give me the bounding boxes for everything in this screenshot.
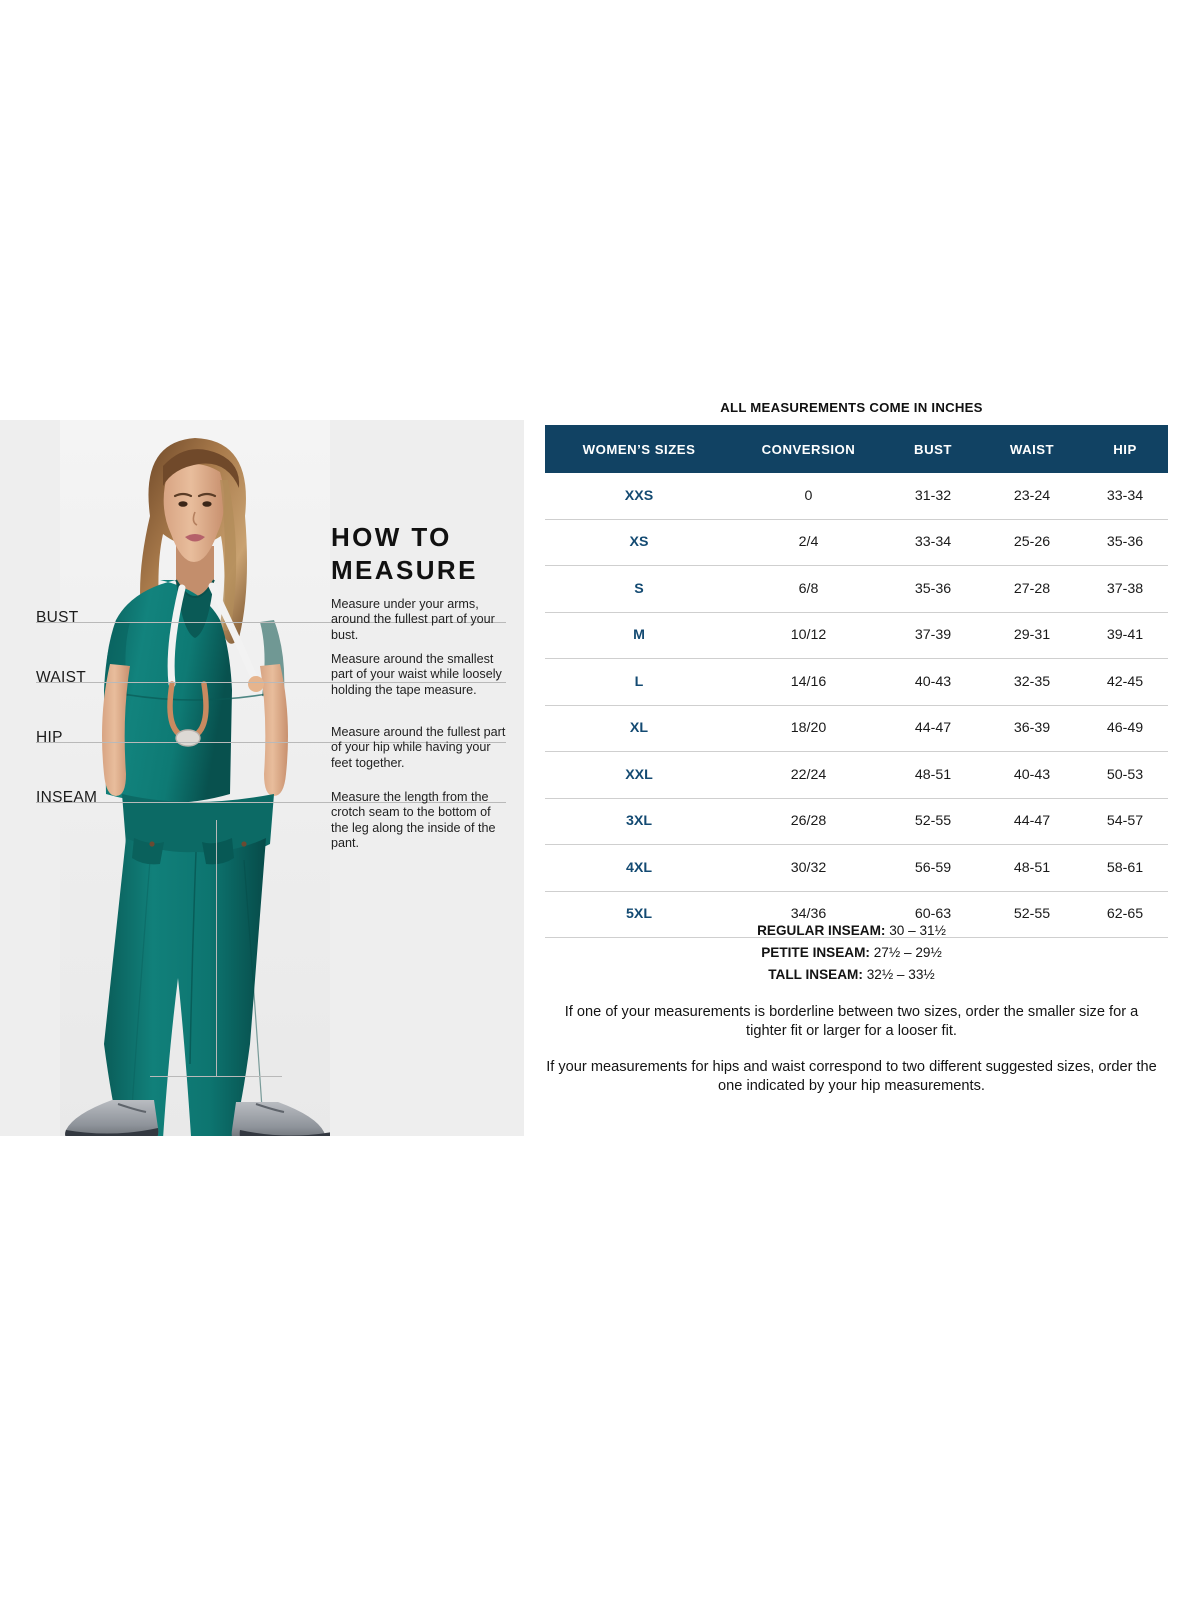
- table-row: S 6/8 35-36 27-28 37-38: [545, 565, 1168, 613]
- column-header-bust: BUST: [884, 425, 982, 473]
- inseam-petite-label: PETITE INSEAM:: [761, 945, 870, 961]
- cell-conversion: 30/32: [733, 844, 884, 892]
- inseam-regular: REGULAR INSEAM: 30 – 31½: [545, 920, 1158, 942]
- cell-size: L: [545, 658, 733, 706]
- cell-waist: 23-24: [982, 473, 1082, 520]
- table-header-row: WOMEN’S SIZES CONVERSION BUST WAIST HIP: [545, 425, 1168, 473]
- cell-conversion: 10/12: [733, 612, 884, 659]
- cell-size: XXL: [545, 751, 733, 799]
- cell-size: XL: [545, 705, 733, 752]
- chart-caption: ALL MEASUREMENTS COME IN INCHES: [720, 400, 983, 415]
- how-to-measure-panel: BUST WAIST HIP INSEAM: [0, 420, 524, 1136]
- cell-bust: 35-36: [884, 565, 982, 613]
- cell-waist: 25-26: [982, 519, 1082, 566]
- model-illustration: [65, 438, 330, 1136]
- cell-size: 3XL: [545, 798, 733, 845]
- cell-bust: 31-32: [884, 473, 982, 520]
- cell-waist: 44-47: [982, 798, 1082, 845]
- cell-size: M: [545, 612, 733, 659]
- cell-size: XXS: [545, 473, 733, 520]
- instruction-hip: Measure around the fullest part of your …: [331, 725, 506, 770]
- table-row: M 10/12 37-39 29-31 39-41: [545, 612, 1168, 659]
- cell-hip: 37-38: [1082, 565, 1168, 613]
- cell-size: 4XL: [545, 844, 733, 892]
- column-header-conversion: CONVERSION: [733, 425, 884, 473]
- cell-conversion: 2/4: [733, 519, 884, 566]
- instruction-waist: Measure around the smallest part of your…: [331, 652, 502, 697]
- table-row: 5XL 34/36 60-63 52-55 62-65: [545, 891, 1168, 938]
- size-chart-body: XXS 0 31-32 23-24 33-34 XS 2/4 33-34 25-…: [545, 473, 1168, 938]
- cell-hip: 50-53: [1082, 751, 1168, 799]
- cell-bust: 60-63: [884, 891, 982, 938]
- cell-size: 5XL: [545, 891, 733, 938]
- column-header-waist: WAIST: [982, 425, 1082, 473]
- cell-waist: 48-51: [982, 844, 1082, 892]
- cell-waist: 29-31: [982, 612, 1082, 659]
- cell-waist: 27-28: [982, 565, 1082, 613]
- table-row: XXL 22/24 48-51 40-43 50-53: [545, 751, 1168, 799]
- cell-hip: 35-36: [1082, 519, 1168, 566]
- cell-waist: 40-43: [982, 751, 1082, 799]
- cell-hip: 62-65: [1082, 891, 1168, 938]
- cell-conversion: 6/8: [733, 565, 884, 613]
- measure-label-waist: WAIST: [36, 669, 87, 686]
- cell-bust: 52-55: [884, 798, 982, 845]
- inseam-bottom-tick: [150, 1076, 282, 1077]
- cell-bust: 56-59: [884, 844, 982, 892]
- instruction-inseam: Measure the length from the crotch seam …: [331, 790, 496, 851]
- cell-hip: 54-57: [1082, 798, 1168, 845]
- sizing-note-hip-priority: If your measurements for hips and waist …: [546, 1059, 1157, 1094]
- cell-conversion: 34/36: [733, 891, 884, 938]
- bust-guide-line: [36, 622, 506, 623]
- size-chart-table: WOMEN’S SIZES CONVERSION BUST WAIST HIP …: [545, 425, 1168, 938]
- measure-label-inseam: INSEAM: [36, 789, 98, 806]
- inseam-vertical-line: [216, 820, 217, 1076]
- cell-size: XS: [545, 519, 733, 566]
- cell-bust: 40-43: [884, 658, 982, 706]
- hip-guide-line: [36, 742, 506, 743]
- cell-hip: 42-45: [1082, 658, 1168, 706]
- inseam-tall: TALL INSEAM: 32½ – 33½: [545, 964, 1158, 986]
- page-title: HOW TO MEASURE: [331, 522, 478, 586]
- inseam-regular-value: 30 – 31½: [889, 923, 946, 938]
- cell-bust: 33-34: [884, 519, 982, 566]
- cell-conversion: 14/16: [733, 658, 884, 706]
- cell-hip: 58-61: [1082, 844, 1168, 892]
- cell-bust: 48-51: [884, 751, 982, 799]
- table-row: XL 18/20 44-47 36-39 46-49: [545, 705, 1168, 752]
- table-row: 3XL 26/28 52-55 44-47 54-57: [545, 798, 1168, 845]
- cell-waist: 52-55: [982, 891, 1082, 938]
- cell-hip: 39-41: [1082, 612, 1168, 659]
- waist-guide-line: [36, 682, 506, 683]
- inseam-tall-value: 32½ – 33½: [866, 967, 935, 983]
- cell-bust: 37-39: [884, 612, 982, 659]
- cell-conversion: 18/20: [733, 705, 884, 752]
- inseam-petite-value: 27½ – 29½: [873, 945, 942, 961]
- inseam-tall-label: TALL INSEAM:: [768, 967, 863, 983]
- instruction-bust: Measure under your arms, around the full…: [331, 597, 495, 642]
- table-row: XS 2/4 33-34 25-26 35-36: [545, 519, 1168, 566]
- cell-hip: 33-34: [1082, 473, 1168, 520]
- table-row: XXS 0 31-32 23-24 33-34: [545, 473, 1168, 520]
- table-row: 4XL 30/32 56-59 48-51 58-61: [545, 844, 1168, 892]
- inseam-petite: PETITE INSEAM: 27½ – 29½: [545, 942, 1158, 964]
- column-header-hip: HIP: [1082, 425, 1168, 473]
- column-header-sizes: WOMEN’S SIZES: [545, 425, 733, 473]
- measure-label-bust: BUST: [36, 609, 79, 626]
- inseam-summary: REGULAR INSEAM: 30 – 31½ PETITE INSEAM: …: [545, 920, 1158, 986]
- cell-bust: 44-47: [884, 705, 982, 752]
- cell-waist: 32-35: [982, 658, 1082, 706]
- inseam-guide-line: [36, 802, 506, 803]
- inseam-regular-label: REGULAR INSEAM:: [757, 923, 886, 938]
- cell-waist: 36-39: [982, 705, 1082, 752]
- model-photo: [0, 420, 524, 1136]
- cell-conversion: 22/24: [733, 751, 884, 799]
- cell-size: S: [545, 565, 733, 613]
- cell-hip: 46-49: [1082, 705, 1168, 752]
- measure-label-hip: HIP: [36, 729, 63, 746]
- cell-conversion: 26/28: [733, 798, 884, 845]
- table-row: L 14/16 40-43 32-35 42-45: [545, 658, 1168, 706]
- cell-conversion: 0: [733, 473, 884, 520]
- sizing-note-borderline: If one of your measurements is borderlin…: [564, 1004, 1139, 1039]
